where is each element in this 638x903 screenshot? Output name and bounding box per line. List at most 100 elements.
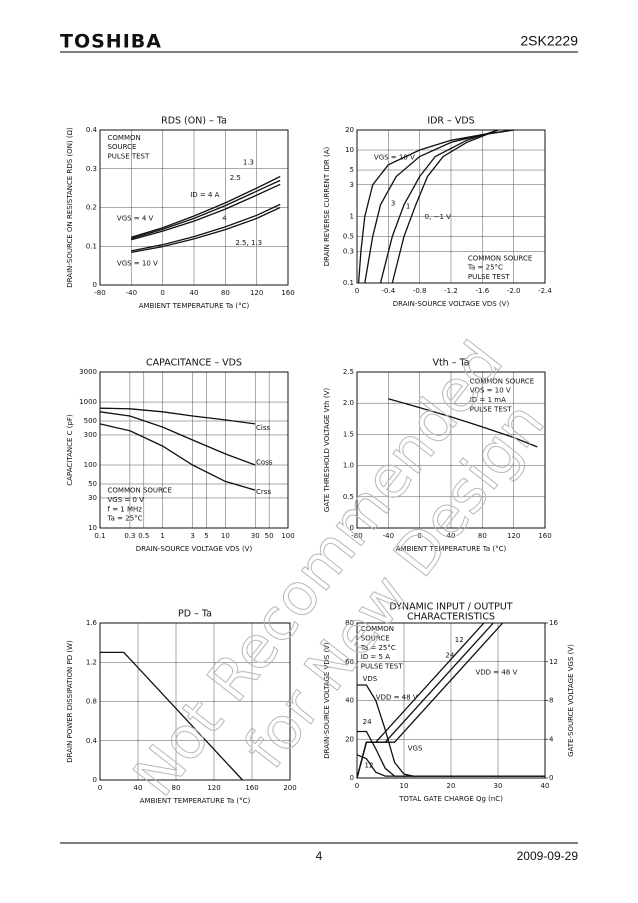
annotation: COMMON bbox=[361, 625, 394, 633]
x-tick-label: -40 bbox=[126, 289, 137, 297]
chart-title: DYNAMIC INPUT / OUTPUT bbox=[389, 602, 512, 613]
curve bbox=[357, 129, 514, 284]
annotation: COMMON bbox=[108, 134, 141, 142]
x-tick-label: 80 bbox=[478, 532, 487, 540]
plot-frame bbox=[99, 622, 291, 781]
annotation: 24 bbox=[363, 718, 372, 726]
curve bbox=[356, 622, 504, 779]
x-tick-label: 160 bbox=[281, 289, 294, 297]
y-axis-label: DRAIN REVERSE CURRENT IDR (A) bbox=[323, 147, 331, 267]
y-tick-label: 0.1 bbox=[343, 279, 354, 287]
y-axis-label: CAPACITANCE C (pF) bbox=[66, 414, 74, 486]
x-tick-label: 0 bbox=[98, 784, 102, 792]
annotation: COMMON SOURCE bbox=[108, 487, 172, 495]
y-tick-label: 0 bbox=[350, 524, 354, 532]
x-tick-label: 160 bbox=[538, 532, 551, 540]
annotation: 24 bbox=[445, 652, 454, 660]
x-tick-label: -80 bbox=[94, 289, 105, 297]
annotation: VDD = 48 V bbox=[376, 693, 418, 701]
x-tick-label: 5 bbox=[204, 532, 208, 540]
y2-tick-label: 12 bbox=[549, 658, 558, 666]
y-tick-label: 1.6 bbox=[86, 619, 98, 627]
annotation: VDD = 48 V bbox=[475, 669, 517, 677]
plot-frame bbox=[356, 129, 546, 284]
x-tick-label: 1 bbox=[160, 532, 164, 540]
x-axis-label: AMBIENT TEMPERATURE Ta (°C) bbox=[140, 797, 251, 805]
x-tick-label: -40 bbox=[383, 532, 394, 540]
y-tick-label: 2.0 bbox=[343, 399, 354, 407]
curve bbox=[131, 183, 281, 241]
chart-title: IDR – VDS bbox=[427, 116, 474, 127]
curve bbox=[131, 175, 281, 238]
curve bbox=[131, 206, 281, 254]
annotation: PULSE TEST bbox=[361, 662, 403, 670]
curve bbox=[356, 754, 545, 777]
y-tick-label: 0.1 bbox=[86, 242, 97, 250]
brand: TOSHIBA bbox=[60, 31, 162, 53]
y-axis-label: GATE THRESHOLD VOLTAGE Vth (V) bbox=[323, 388, 331, 512]
y-tick-label: 300 bbox=[84, 431, 97, 439]
date: 2009-09-29 bbox=[517, 849, 579, 863]
x-tick-label: 40 bbox=[541, 782, 550, 790]
y-tick-label: 30 bbox=[88, 494, 97, 502]
y-tick-label: 40 bbox=[345, 697, 354, 705]
x-tick-label: -0.4 bbox=[381, 287, 395, 295]
y-tick-label: 0 bbox=[93, 281, 97, 289]
y-tick-label: 0 bbox=[350, 774, 354, 782]
annotation: 1 bbox=[406, 203, 410, 211]
x-tick-label: 120 bbox=[507, 532, 520, 540]
y2-tick-label: 8 bbox=[549, 697, 553, 705]
y-tick-label: 0.2 bbox=[86, 204, 97, 212]
annotation: 0, −1 V bbox=[425, 213, 451, 221]
y-tick-label: 60 bbox=[345, 658, 354, 666]
curve bbox=[99, 423, 256, 491]
annotation: Ta = 25°C bbox=[467, 264, 503, 272]
annotation: VDS = 10 V bbox=[470, 387, 511, 395]
x-tick-label: 40 bbox=[447, 532, 456, 540]
annotation: Ciss bbox=[256, 424, 270, 432]
annotation: Coss bbox=[256, 458, 273, 466]
y-tick-label: 0 bbox=[93, 776, 97, 784]
x-tick-label: -0.8 bbox=[413, 287, 427, 295]
chart-title: CAPACITANCE – VDS bbox=[146, 358, 242, 369]
annotation: Ta = 25°C bbox=[107, 515, 143, 523]
plot-frame bbox=[99, 371, 289, 529]
annotation: VGS = 0 V bbox=[108, 496, 145, 504]
curve bbox=[379, 129, 499, 284]
x-tick-label: 80 bbox=[221, 289, 230, 297]
annotation: PULSE TEST bbox=[468, 273, 510, 281]
annotation: COMMON SOURCE bbox=[470, 377, 534, 385]
annotation: SOURCE bbox=[361, 635, 390, 643]
annotation: 1.3 bbox=[243, 159, 254, 167]
chart-title: RDS (ON) – Ta bbox=[161, 116, 227, 127]
watermark: Not Recommended for New Design bbox=[120, 328, 558, 809]
annotation: COMMON SOURCE bbox=[468, 255, 532, 263]
curve bbox=[99, 411, 256, 466]
chart-title: PD – Ta bbox=[178, 609, 212, 620]
annotation: SOURCE bbox=[108, 143, 137, 151]
y-tick-label: 2.5 bbox=[343, 368, 354, 376]
x-tick-label: 30 bbox=[494, 782, 503, 790]
x-tick-label: -1.2 bbox=[444, 287, 458, 295]
y-tick-label: 0.5 bbox=[343, 493, 354, 501]
y-tick-label: 3000 bbox=[79, 368, 97, 376]
y-tick-label: 80 bbox=[345, 619, 354, 627]
annotation: 4 bbox=[222, 214, 227, 222]
x-tick-label: 3 bbox=[190, 532, 194, 540]
plot-frame bbox=[99, 129, 289, 286]
y-tick-label: 100 bbox=[84, 461, 97, 469]
annotation: Crss bbox=[256, 488, 271, 496]
part-number: 2SK2229 bbox=[520, 33, 578, 49]
x-tick-label: -2.4 bbox=[538, 287, 552, 295]
y-tick-label: 1.2 bbox=[86, 658, 97, 666]
y-tick-label: 0.3 bbox=[343, 247, 354, 255]
y-tick-label: 5 bbox=[350, 166, 354, 174]
annotation: VDS bbox=[363, 675, 378, 683]
curve bbox=[388, 398, 538, 448]
annotation: PULSE TEST bbox=[470, 405, 512, 413]
curve bbox=[131, 203, 281, 252]
curve bbox=[100, 651, 243, 781]
y2-tick-label: 16 bbox=[549, 619, 558, 627]
y2-axis-label: GATE-SOURCE VOLTAGE VGS (V) bbox=[567, 644, 575, 757]
